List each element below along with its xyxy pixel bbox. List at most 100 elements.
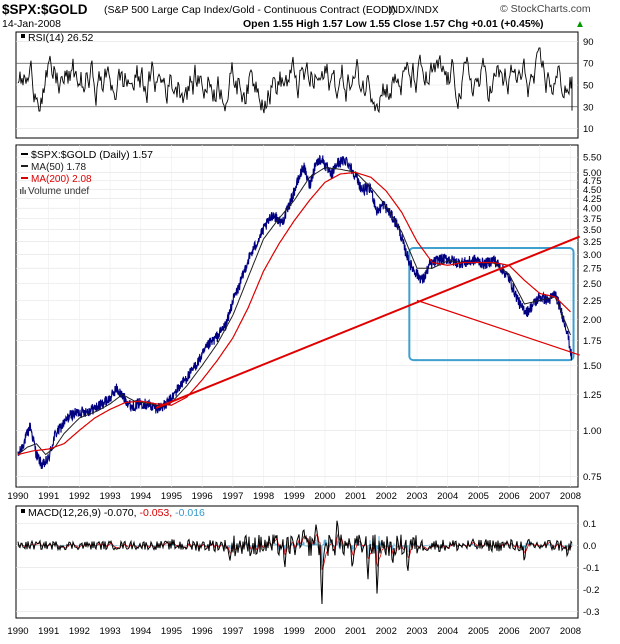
macd-frame [15, 505, 579, 619]
down-trendline [416, 299, 580, 356]
year-label: 1995 [161, 626, 182, 637]
year-label: 2004 [437, 626, 458, 637]
price-ytick-label: 2.25 [583, 296, 602, 307]
price-legend-swatch [21, 153, 28, 155]
year-label: 1990 [7, 491, 28, 502]
ma50-legend: MA(50) 1.78 [31, 162, 86, 173]
year-label: 1991 [38, 491, 59, 502]
macd-line [17, 520, 573, 605]
chart-date: 14-Jan-2008 [2, 18, 61, 30]
rsi-panel: 10 30 50 70 90 RSI(14) 26.52 [15, 31, 594, 139]
year-label: 2001 [345, 626, 366, 637]
price-ytick-label: 4.00 [583, 204, 602, 215]
year-label: 2002 [376, 491, 397, 502]
year-label: 1994 [130, 491, 151, 502]
price-ytick-label: 1.75 [583, 336, 602, 347]
price-ytick-label: 3.25 [583, 237, 602, 248]
price-ytick-label: 2.00 [583, 315, 602, 326]
macd-legend-label: MACD(12,26,9) [28, 507, 101, 519]
year-label: 2007 [529, 491, 550, 502]
year-label: 2006 [499, 491, 520, 502]
macd-legend-value: -0.070, [104, 507, 137, 519]
support-trendline [155, 235, 581, 409]
volume-legend: Volume undef [28, 186, 89, 197]
year-label: 2006 [499, 626, 520, 637]
price-ytick-label: 4.50 [583, 185, 602, 196]
rsi-legend: RSI(14) 26.52 [28, 32, 94, 44]
price-ytick-label: 3.75 [583, 214, 602, 225]
price-ytick-label: 4.25 [583, 194, 602, 205]
price-ytick-label: 3.50 [583, 225, 602, 236]
price-ytick-label: 1.50 [583, 361, 602, 372]
year-label: 1990 [7, 626, 28, 637]
year-label: 2001 [345, 491, 366, 502]
price-ytick-label: 1.00 [583, 426, 602, 437]
rsi-ytick-label: 10 [583, 124, 594, 135]
macd-ytick-label: 0.0 [583, 541, 596, 552]
macd-grid [16, 522, 578, 612]
price-yticks: 0.75 1.00 1.25 1.50 1.75 2.00 2.25 2.50 2.75 3.00… [583, 153, 602, 483]
year-label: 2008 [560, 626, 581, 637]
chart-symbol: $SPX:$GOLD [2, 2, 88, 17]
ohlc-readout: Open 1.55 High 1.57 Low 1.55 Close 1.57 … [243, 18, 544, 30]
year-label: 2000 [314, 491, 335, 502]
year-label: 1993 [100, 626, 121, 637]
macd-legend-swatch [21, 509, 25, 513]
year-label: 1996 [192, 491, 213, 502]
up-arrow-icon: ▲ [575, 19, 585, 30]
price-ytick-label: 3.00 [583, 250, 602, 261]
year-label: 1992 [69, 626, 90, 637]
macd-legend: MACD(12,26,9) -0.070, -0.053, -0.016 [28, 507, 205, 519]
price-ytick-label: 1.25 [583, 390, 602, 401]
macd-ytick-label: -0.1 [583, 563, 599, 574]
year-label: 2005 [468, 491, 489, 502]
price-ytick-label: 2.50 [583, 279, 602, 290]
price-series-line [17, 154, 573, 469]
year-label: 1999 [284, 626, 305, 637]
year-label: 2003 [406, 626, 427, 637]
year-label: 1997 [222, 491, 243, 502]
price-legend: $SPX:$GOLD (Daily) 1.57 [31, 149, 153, 161]
rsi-ytick-label: 30 [583, 102, 594, 113]
price-ytick-label: 0.75 [583, 472, 602, 483]
year-label: 1995 [161, 491, 182, 502]
macd-histogram-value: -0.016 [175, 507, 205, 519]
year-label: 1996 [192, 626, 213, 637]
year-label: 1992 [69, 491, 90, 502]
rsi-legend-swatch [21, 34, 25, 38]
year-label: 2005 [468, 626, 489, 637]
year-label: 1994 [130, 626, 151, 637]
year-label: 2002 [376, 626, 397, 637]
rsi-ytick-label: 70 [583, 59, 594, 70]
price-panel: 0.75 1.00 1.25 1.50 1.75 2.00 2.25 2.50 2.75 3.00… [15, 144, 602, 488]
price-ytick-label: 5.00 [583, 168, 602, 179]
rsi-ticks: 10 30 50 70 90 [583, 37, 594, 135]
date-axis: 1990 1991 1992 1993 1994 1995 1996 1997 1998 1999… [7, 491, 581, 502]
rsi-line [17, 47, 573, 114]
price-frame [15, 144, 579, 488]
date-axis-bottom: 1990 1991 1992 1993 1994 1995 1996 1997 1998 1999… [7, 626, 581, 637]
rsi-ytick-label: 50 [583, 81, 594, 92]
year-label: 2003 [406, 491, 427, 502]
year-label: 1997 [222, 626, 243, 637]
year-label: 1998 [253, 491, 274, 502]
price-ytick-label: 5.50 [583, 153, 602, 164]
year-label: 1993 [100, 491, 121, 502]
year-label: 2007 [529, 626, 550, 637]
chart-exchange: INDX/INDX [388, 5, 439, 16]
volume-bars-icon [20, 187, 26, 194]
macd-signal-value: -0.053, [140, 507, 173, 519]
price-grid [16, 145, 578, 487]
year-label: 2004 [437, 491, 458, 502]
stockcharts-watermark: © StockCharts.com [500, 3, 591, 15]
rsi-ytick-label: 90 [583, 37, 594, 48]
consolidation-box [408, 246, 575, 362]
year-label: 1999 [284, 491, 305, 502]
year-label: 1998 [253, 626, 274, 637]
price-ytick-label: 2.75 [583, 264, 602, 275]
macd-ytick-label: 0.1 [583, 519, 596, 530]
macd-panel: 0.1 0.0 -0.1 -0.2 -0.3 MACD(12,26,9) -0.070,… [15, 505, 599, 619]
year-label: 1991 [38, 626, 59, 637]
